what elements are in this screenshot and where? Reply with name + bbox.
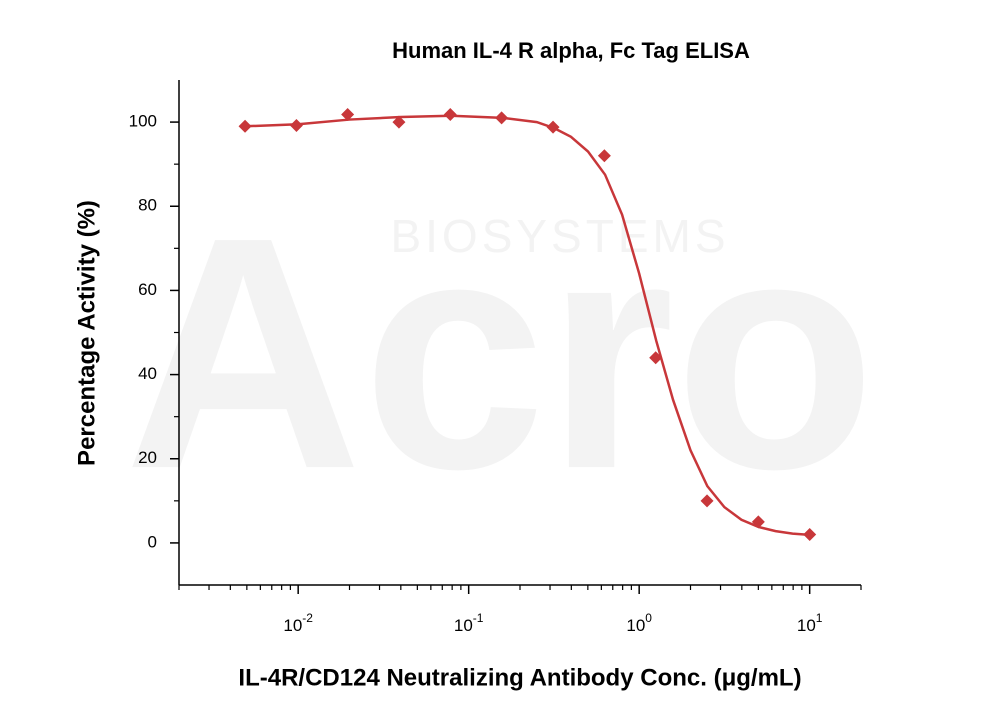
y-tick-label: 100	[129, 112, 157, 131]
x-tick-exponent: 1	[816, 611, 823, 625]
x-tick-base: 10	[454, 616, 473, 635]
x-tick-label: 101	[797, 611, 823, 635]
data-point	[289, 118, 303, 132]
y-tick-label: 0	[148, 532, 157, 551]
data-point	[238, 119, 252, 133]
chart-title: Human IL-4 R alpha, Fc Tag ELISA	[392, 38, 750, 63]
x-tick-exponent: -1	[473, 611, 484, 625]
data-point	[751, 515, 765, 529]
x-tick-label: 10-2	[283, 611, 313, 635]
data-point	[649, 351, 663, 365]
data-point	[341, 108, 355, 122]
y-tick-label: 80	[138, 196, 157, 215]
watermark: Acro	[124, 168, 876, 537]
data-point	[700, 494, 714, 508]
watermark: BIOSYSTEMS	[390, 210, 729, 262]
x-tick-base: 10	[283, 616, 302, 635]
x-axis-title: IL-4R/CD124 Neutralizing Antibody Conc. …	[238, 664, 801, 691]
data-point	[546, 120, 560, 134]
y-tick-label: 40	[138, 364, 157, 383]
y-tick-label: 20	[138, 448, 157, 467]
y-axis-title: Percentage Activity (%)	[73, 200, 100, 466]
data-point	[803, 528, 817, 541]
data-point	[495, 111, 509, 125]
data-point	[392, 115, 406, 129]
fit-curve	[245, 114, 810, 537]
x-tick-exponent: -2	[302, 611, 313, 625]
data-point	[597, 149, 611, 163]
y-tick-label: 60	[138, 280, 157, 299]
x-tick-label: 100	[626, 611, 652, 635]
data-point	[443, 108, 457, 122]
x-tick-label: 10-1	[454, 611, 484, 635]
x-tick-base: 10	[797, 616, 816, 635]
x-tick-exponent: 0	[645, 611, 652, 625]
x-tick-base: 10	[626, 616, 645, 635]
